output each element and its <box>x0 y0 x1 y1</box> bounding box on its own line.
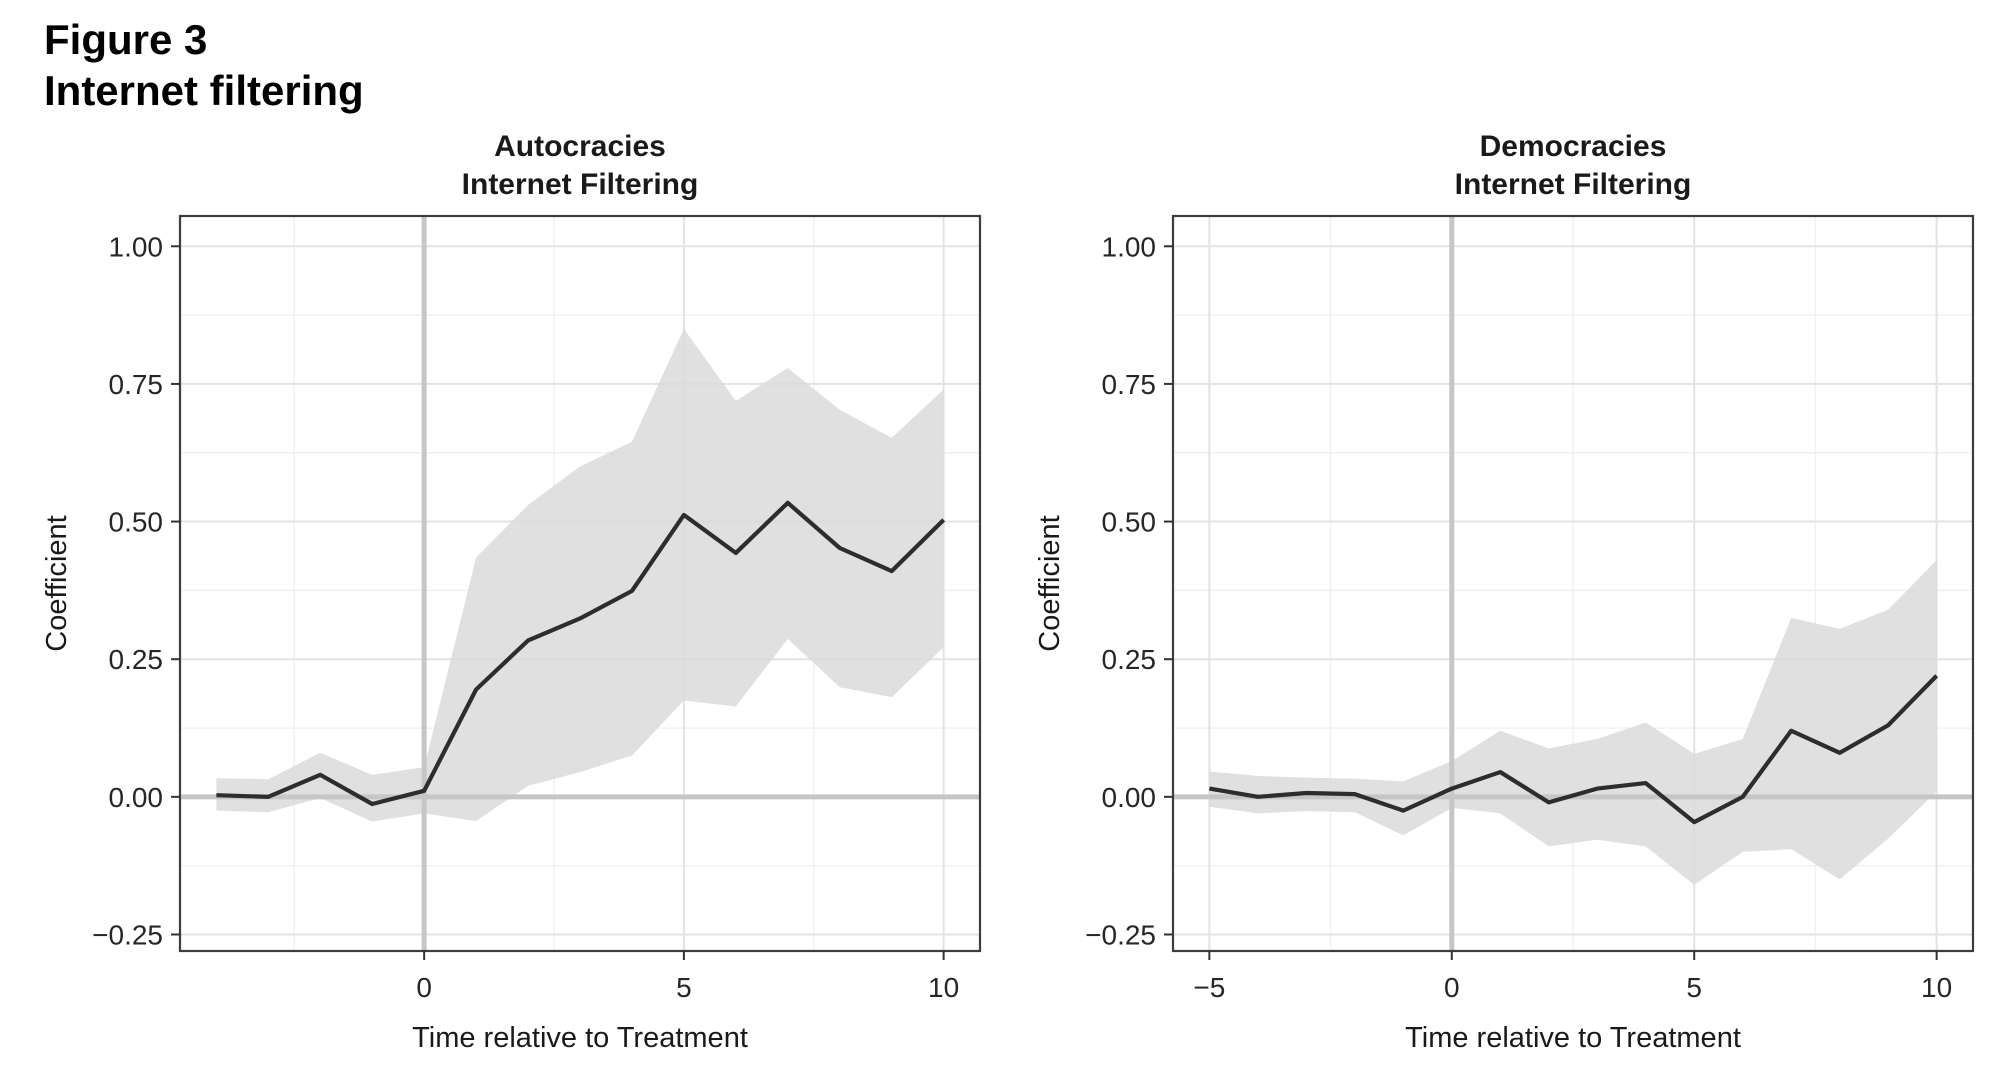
y-axis-title: Coefficient <box>1034 515 1066 652</box>
x-tick-label: 0 <box>1444 972 1460 1003</box>
x-tick-label: 5 <box>1686 972 1702 1003</box>
y-tick-label: 0.75 <box>1102 369 1157 400</box>
y-axis-title: Coefficient <box>41 515 73 652</box>
democracies-panel: 1.00 0.75 0.50 0.25 0.00 −0.25 −5 0 5 10 Democraci… <box>1023 116 2008 1066</box>
autocracies-chart-svg: 1.00 0.75 0.50 0.25 0.00 −0.25 0 5 10 Autocracies… <box>41 130 982 1054</box>
x-axis-title: Time relative to Treatment <box>1405 1022 1741 1054</box>
figure-title: Figure 3 Internet filtering <box>44 14 364 116</box>
x-axis-title: Time relative to Treatment <box>412 1022 748 1054</box>
panel-border <box>1171 214 1975 953</box>
autocracies-panel: 1.00 0.75 0.50 0.25 0.00 −0.25 0 5 10 Autocracies… <box>30 116 1015 1066</box>
panel-subtitle: Internet Filtering <box>1455 168 1692 201</box>
y-tick-label: −0.25 <box>92 919 163 950</box>
confidence-band <box>216 328 944 822</box>
y-tick-label: 0.50 <box>109 507 164 538</box>
panel-title: Democracies <box>1480 130 1667 163</box>
x-tick-label: 10 <box>928 972 959 1003</box>
y-tick-label: 1.00 <box>109 231 164 262</box>
panel-subtitle: Internet Filtering <box>462 168 699 201</box>
x-tick-label: 10 <box>1921 972 1952 1003</box>
y-tick-label: 1.00 <box>1102 231 1157 262</box>
panel-title: Autocracies <box>494 130 666 163</box>
y-tick-label: −0.25 <box>1085 919 1156 950</box>
x-tick-label: 5 <box>676 972 692 1003</box>
y-tick-label: 0.25 <box>1102 644 1157 675</box>
y-tick-label: 0.50 <box>1102 507 1157 538</box>
democracies-chart-svg: 1.00 0.75 0.50 0.25 0.00 −0.25 −5 0 5 10 Democraci… <box>1034 130 1975 1054</box>
y-tick-label: 0.00 <box>1102 782 1157 813</box>
x-tick-label: −5 <box>1193 972 1225 1003</box>
coefficient-line <box>1209 674 1939 825</box>
x-tick-label: 0 <box>416 972 432 1003</box>
y-tick-label: 0.25 <box>109 644 164 675</box>
y-tick-label: 0.00 <box>109 782 164 813</box>
panel-border <box>178 214 982 953</box>
charts-row: 1.00 0.75 0.50 0.25 0.00 −0.25 0 5 10 Autocracies… <box>30 116 2008 1066</box>
y-tick-label: 0.75 <box>109 369 164 400</box>
confidence-band <box>1209 560 1937 885</box>
coefficient-line <box>216 500 946 807</box>
figure-title-line1: Figure 3 <box>44 16 208 63</box>
figure-title-line2: Internet filtering <box>44 67 364 115</box>
